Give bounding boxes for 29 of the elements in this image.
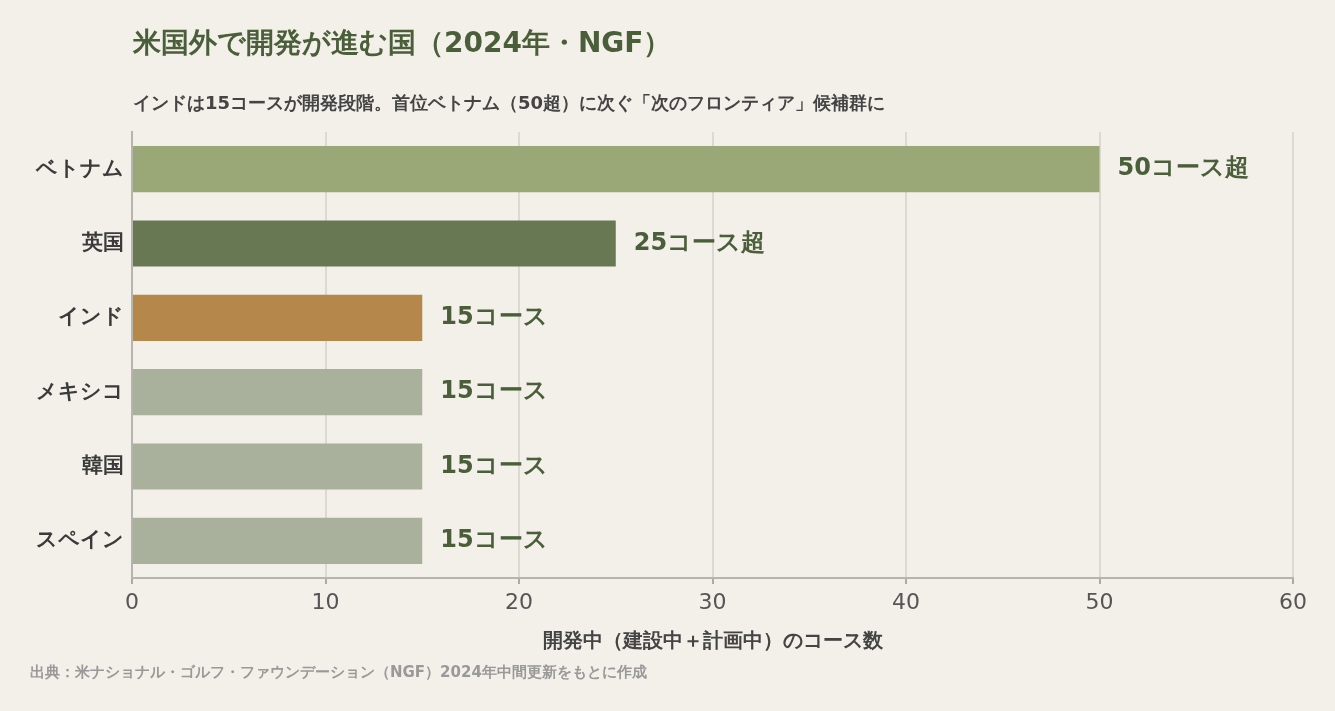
bar bbox=[133, 517, 423, 564]
bar bbox=[133, 294, 423, 341]
chart-subtitle: インドは15コースが開発段階。首位ベトナム（50超）に次ぐ「次のフロンティア」候補群に bbox=[133, 91, 886, 115]
data-label: 15コース bbox=[440, 450, 548, 479]
y-tick-label: スペイン bbox=[36, 527, 124, 552]
bar bbox=[133, 369, 423, 416]
data-label: 50コース超 bbox=[1117, 153, 1249, 182]
data-label: 15コース bbox=[440, 302, 548, 331]
y-tick-label: 韓国 bbox=[82, 452, 124, 477]
y-tick-label: 英国 bbox=[81, 229, 124, 254]
x-tick-label: 30 bbox=[698, 588, 727, 614]
chart-title: 米国外で開発が進む国（2024年・NGF） bbox=[133, 25, 672, 61]
x-tick-label: 50 bbox=[1085, 588, 1114, 614]
source-note: 出典：米ナショナル・ゴルフ・ファウンデーション（NGF）2024年中間更新をもとに作成 bbox=[30, 663, 647, 682]
data-label: 15コース bbox=[440, 525, 548, 554]
x-axis-title: 開発中（建設中＋計画中）のコース数 bbox=[542, 628, 884, 653]
x-tick-label: 10 bbox=[311, 588, 340, 614]
x-tick-label: 60 bbox=[1279, 588, 1307, 614]
bar bbox=[133, 146, 1100, 193]
bar bbox=[133, 443, 423, 490]
y-tick-label: メキシコ bbox=[36, 378, 124, 403]
x-tick-label: 0 bbox=[125, 588, 139, 614]
data-label: 25コース超 bbox=[633, 227, 766, 256]
x-tick-label: 20 bbox=[505, 588, 533, 614]
y-tick-label: インド bbox=[58, 304, 124, 329]
data-label: 15コース bbox=[440, 376, 548, 405]
bar bbox=[133, 220, 616, 267]
x-tick-label: 40 bbox=[892, 588, 920, 614]
y-tick-label: ベトナム bbox=[35, 155, 124, 180]
